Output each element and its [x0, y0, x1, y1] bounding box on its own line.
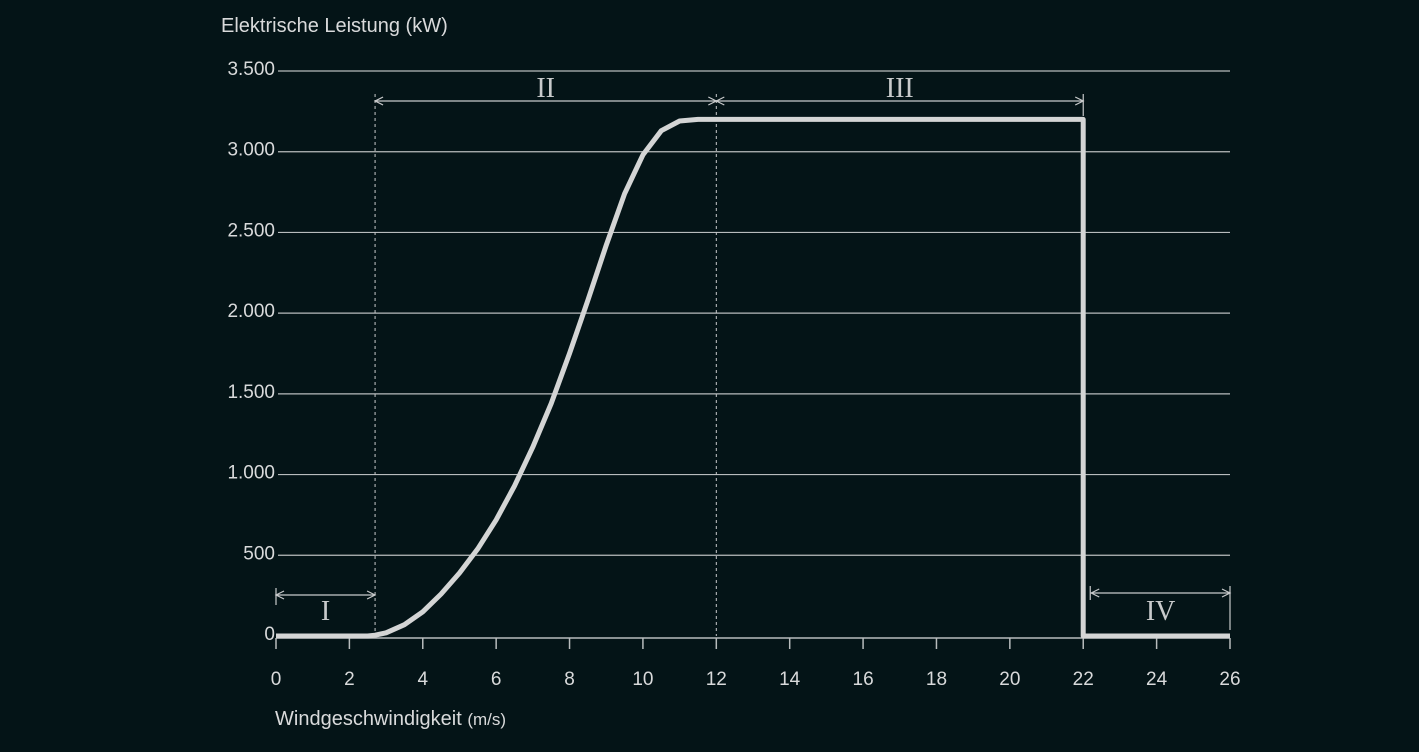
- y-tick-label: 500: [243, 543, 275, 564]
- y-tick-label: 3.000: [227, 140, 275, 161]
- region-label: I: [321, 596, 330, 627]
- x-tick-label: 2: [344, 669, 355, 690]
- x-tick-label: 24: [1146, 669, 1168, 690]
- arrow-head: [1089, 588, 1100, 598]
- power-curve-line: [276, 116, 1230, 639]
- x-tick-label: 22: [1073, 669, 1094, 690]
- y-axis-label: Elektrische Leistung (kW): [221, 15, 448, 37]
- region-label: III: [886, 73, 914, 104]
- x-tick-label: 12: [706, 669, 727, 690]
- arrow-head: [1074, 96, 1085, 106]
- y-tick-label: 2.000: [227, 301, 275, 322]
- x-tick-label: 10: [632, 669, 653, 690]
- y-tick-label: 1.500: [227, 382, 275, 403]
- arrow-head: [274, 590, 285, 600]
- x-tick-label: 20: [999, 669, 1020, 690]
- y-tick-labels: 0 500 1.000 1.500 2.000 2.500 3.000 3.500: [227, 59, 275, 645]
- y-tick-label: 2.500: [227, 220, 275, 241]
- x-tick-label: 26: [1219, 669, 1240, 690]
- x-tick-label: 14: [779, 669, 801, 690]
- y-tick-label: 3.500: [227, 59, 275, 80]
- y-tick-label: 0: [264, 624, 275, 645]
- x-tick-label: 18: [926, 669, 947, 690]
- x-tick-label: 0: [271, 669, 282, 690]
- region-label: II: [536, 73, 555, 104]
- arrow-head: [373, 96, 384, 106]
- y-tick-label: 1.000: [227, 463, 275, 484]
- arrow-head: [1221, 588, 1232, 598]
- x-axis-label-text: Windgeschwindigkeit: [275, 708, 462, 730]
- x-axis-label: Windgeschwindigkeit (m/s): [275, 708, 506, 730]
- x-tick-label: 4: [417, 669, 428, 690]
- x-tick-label: 8: [564, 669, 575, 690]
- grid-lines: [278, 70, 1230, 556]
- x-axis-label-unit: (m/s): [467, 710, 506, 729]
- arrow-head: [714, 96, 725, 106]
- arrow-head: [366, 590, 377, 600]
- x-tick-label: 16: [853, 669, 874, 690]
- region-label: IV: [1146, 596, 1176, 627]
- x-axis: 0 2 4 6 8 10 12 14 16 18 20 22 24 26: [271, 637, 1241, 690]
- power-curve: [276, 116, 1230, 639]
- x-tick-label: 6: [491, 669, 502, 690]
